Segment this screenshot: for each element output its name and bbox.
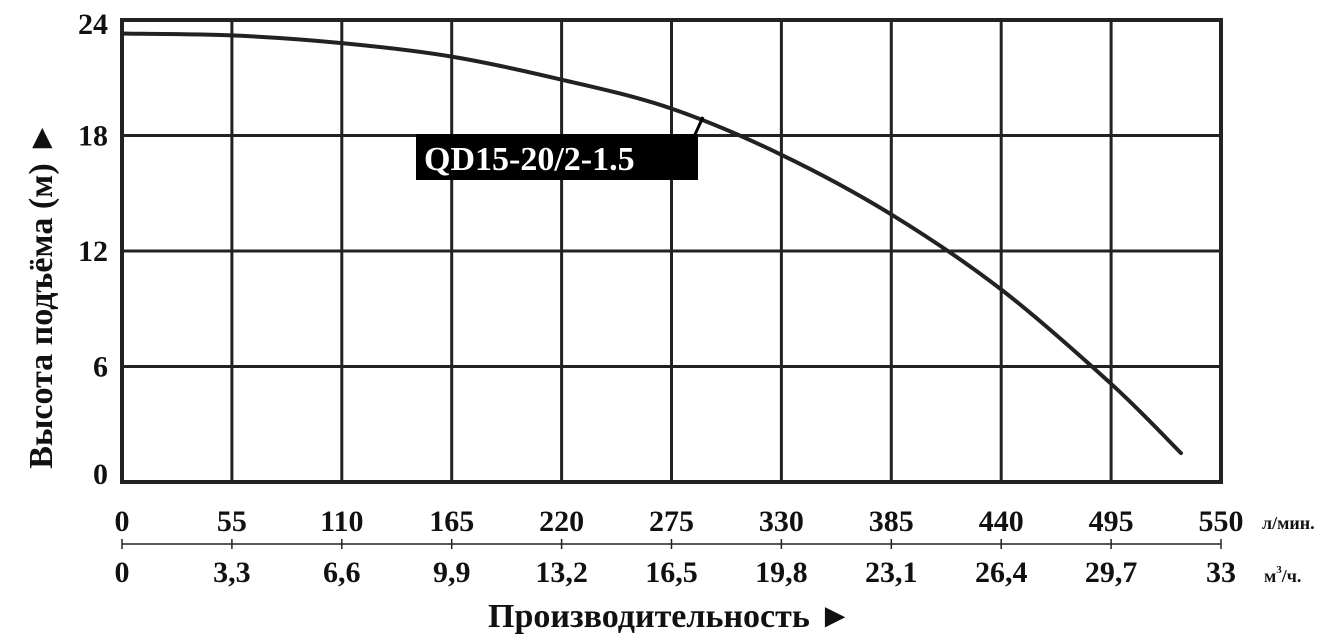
x-tick-labels-primary: 0 55 110 165 220 275 330 385 440 495 550: [115, 505, 1244, 538]
x-tick-label-primary: 550: [1199, 505, 1244, 538]
y-axis-title: Высота подъёма (м) ►: [23, 121, 60, 469]
y-tick-label: 12: [78, 235, 108, 268]
x-tick-labels-secondary: 0 3,3 6,6 9,9 13,2 16,5 19,8 23,1 26,4 29,7 33: [115, 556, 1237, 589]
x-unit-secondary-tail: /ч.: [1281, 566, 1302, 586]
x-tick-label-secondary: 6,6: [323, 556, 361, 589]
y-tick-label: 0: [93, 458, 108, 491]
x-tick-label-secondary: 19,8: [755, 556, 808, 589]
x-tick-label-secondary: 33: [1206, 556, 1236, 589]
x-tick-label-secondary: 9,9: [433, 556, 471, 589]
y-tick-labels: 0 6 12 18 24: [78, 8, 108, 491]
x-tick-label-secondary: 16,5: [645, 556, 698, 589]
x-unit-secondary-base: м: [1264, 566, 1276, 586]
x-tick-label-primary: 55: [217, 505, 247, 538]
x-tick-label-primary: 385: [869, 505, 914, 538]
y-tick-label: 18: [78, 120, 108, 153]
x-tick-label-primary: 275: [649, 505, 694, 538]
x-axis-title: Производительность ►: [488, 598, 852, 635]
x-tick-label-secondary: 3,3: [213, 556, 251, 589]
x-tick-label-primary: 495: [1089, 505, 1134, 538]
secondary-axis-ticks: [121, 539, 1222, 549]
x-tick-label-primary: 110: [320, 505, 363, 538]
x-tick-label-primary: 440: [979, 505, 1024, 538]
y-tick-label: 24: [78, 8, 108, 41]
x-tick-label-primary: 165: [429, 505, 474, 538]
x-tick-label-secondary: 13,2: [535, 556, 588, 589]
x-tick-label-primary: 0: [115, 505, 130, 538]
series-label-background: [416, 134, 698, 180]
x-tick-label-primary: 220: [539, 505, 584, 538]
y-tick-label: 6: [93, 351, 108, 384]
series-line-qd15: [120, 31, 1183, 456]
grid: [122, 20, 1221, 482]
x-tick-label-primary: 330: [759, 505, 804, 538]
x-unit-secondary: м3/ч.: [1264, 564, 1301, 586]
x-tick-label-secondary: 29,7: [1085, 556, 1138, 589]
series-label: QD15-20/2-1.5: [416, 116, 705, 180]
x-tick-label-secondary: 26,4: [975, 556, 1028, 589]
x-unit-secondary-sup: 3: [1276, 564, 1282, 576]
x-tick-label-secondary: 0: [115, 556, 130, 589]
x-unit-primary: л/мин.: [1262, 513, 1315, 533]
series-label-text: QD15-20/2-1.5: [424, 141, 635, 178]
x-tick-label-secondary: 23,1: [865, 556, 918, 589]
plot-frame: [120, 18, 1223, 484]
